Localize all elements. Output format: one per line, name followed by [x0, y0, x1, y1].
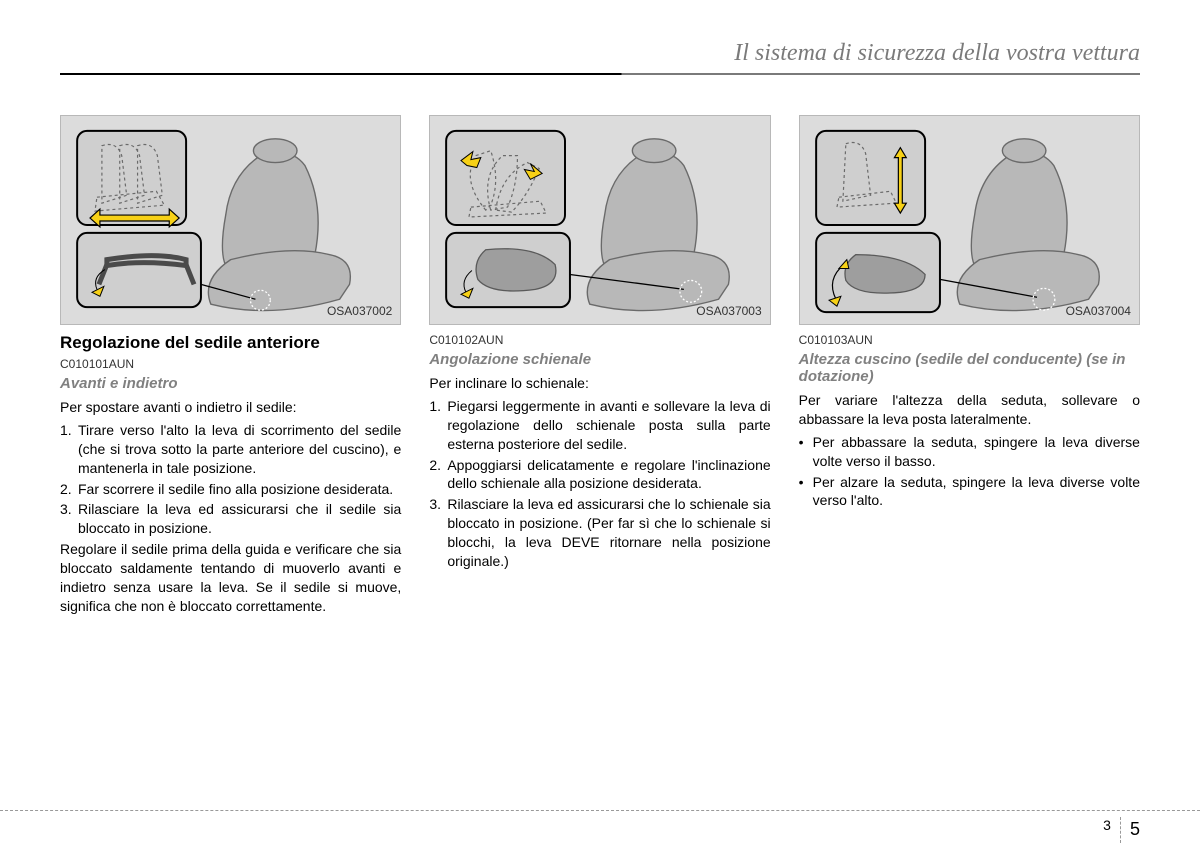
page-header: Il sistema di sicurezza della vostra vet…: [60, 40, 1140, 67]
page-number-divider: [1120, 817, 1121, 843]
figure-code: OSA037002: [327, 304, 392, 318]
figure-code: OSA037004: [1066, 304, 1131, 318]
bullet-list: Per abbassare la seduta, spingere la lev…: [799, 433, 1140, 511]
column-2: OSA037003 C010102AUN Angolazione schiena…: [429, 115, 770, 620]
step-item: Appoggiarsi delicatamente e regolare l'i…: [429, 456, 770, 494]
section-heading: Regolazione del sedile anteriore: [60, 333, 401, 353]
step-item: Rilasciare la leva ed assicurarsi che il…: [60, 500, 401, 538]
column-1: OSA037002 Regolazione del sedile anterio…: [60, 115, 401, 620]
seat-recline-illustration: [430, 116, 769, 324]
section-number: 3: [1103, 817, 1111, 833]
bullet-item: Per abbassare la seduta, spingere la lev…: [799, 433, 1140, 471]
footer-dashed-rule: [0, 810, 1200, 811]
page-title: Il sistema di sicurezza della vostra vet…: [734, 40, 1140, 66]
reference-code: C010103AUN: [799, 333, 1140, 347]
step-item: Far scorrere il sedile fino alla posizio…: [60, 480, 401, 499]
bullet-item: Per alzare la seduta, spingere la leva d…: [799, 473, 1140, 511]
figure-height: OSA037004: [799, 115, 1140, 325]
content-columns: OSA037002 Regolazione del sedile anterio…: [60, 115, 1140, 620]
page-number: 3 5: [1103, 817, 1140, 843]
intro-text: Per spostare avanti o indietro il sedile…: [60, 398, 401, 417]
paragraph: Regolare il sedile prima della guida e v…: [60, 540, 401, 616]
reference-code: C010102AUN: [429, 333, 770, 347]
column-3: OSA037004 C010103AUN Altezza cuscino (se…: [799, 115, 1140, 620]
steps-list: Piegarsi leggermente in avanti e solleva…: [429, 397, 770, 571]
sub-heading: Avanti e indietro: [60, 375, 401, 392]
intro-text: Per variare l'altezza della seduta, soll…: [799, 391, 1140, 429]
seat-height-illustration: [800, 116, 1139, 324]
figure-recline: OSA037003: [429, 115, 770, 325]
step-item: Rilasciare la leva ed assicurarsi che lo…: [429, 495, 770, 571]
seat-slide-illustration: [61, 116, 400, 324]
steps-list: Tirare verso l'alto la leva di scorrimen…: [60, 421, 401, 538]
intro-text: Per inclinare lo schienale:: [429, 374, 770, 393]
reference-code: C010101AUN: [60, 357, 401, 371]
manual-page: Il sistema di sicurezza della vostra vet…: [0, 0, 1200, 861]
sub-heading: Angolazione schienale: [429, 351, 770, 368]
figure-code: OSA037003: [696, 304, 761, 318]
step-item: Piegarsi leggermente in avanti e solleva…: [429, 397, 770, 454]
sub-heading: Altezza cuscino (sedile del conducente) …: [799, 351, 1140, 385]
figure-forward-back: OSA037002: [60, 115, 401, 325]
step-item: Tirare verso l'alto la leva di scorrimen…: [60, 421, 401, 478]
page-number-value: 5: [1130, 819, 1140, 839]
header-rule: [60, 73, 1140, 75]
